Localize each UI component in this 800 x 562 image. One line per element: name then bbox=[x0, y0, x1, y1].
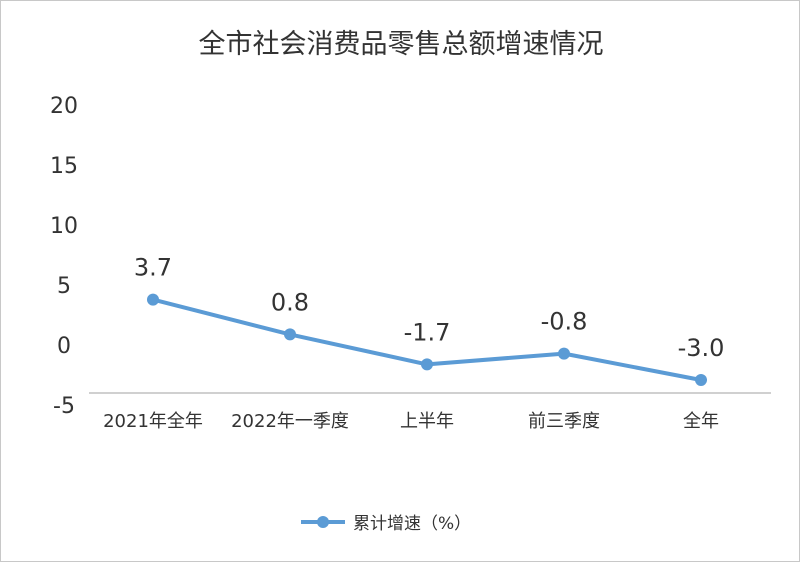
data-point bbox=[558, 347, 570, 360]
x-tick-label: 上半年 bbox=[400, 411, 454, 432]
y-tick-label: 0 bbox=[57, 334, 71, 359]
data-label: 0.8 bbox=[271, 288, 309, 316]
series-line: 3.7 0.8 -1.7 -0.8 -3.0 bbox=[134, 254, 725, 386]
y-tick-label: 10 bbox=[50, 214, 78, 239]
data-label: -1.7 bbox=[404, 318, 451, 346]
data-point bbox=[695, 374, 707, 386]
y-tick-label: -5 bbox=[53, 394, 75, 419]
x-axis: 2021年全年 2022年一季度 上半年 前三季度 全年 bbox=[89, 392, 771, 432]
y-tick-label: 20 bbox=[50, 94, 78, 119]
data-point bbox=[284, 328, 296, 341]
x-tick-label: 2021年全年 bbox=[103, 411, 203, 432]
legend: 累计增速（%） bbox=[301, 514, 471, 534]
y-tick-label: 15 bbox=[50, 154, 78, 179]
data-point bbox=[147, 293, 159, 306]
data-point bbox=[421, 358, 433, 371]
x-tick-label: 2022年一季度 bbox=[231, 411, 349, 432]
data-label: -0.8 bbox=[541, 308, 588, 336]
x-tick-label: 前三季度 bbox=[528, 411, 600, 432]
chart-title: 全市社会消费品零售总额增速情况 bbox=[199, 29, 604, 60]
data-label: -3.0 bbox=[678, 334, 725, 362]
legend-marker-icon bbox=[317, 516, 329, 528]
x-tick-label: 全年 bbox=[683, 411, 719, 432]
y-tick-label: 5 bbox=[57, 274, 71, 299]
data-label: 3.7 bbox=[134, 254, 172, 282]
y-axis: 20 15 10 5 0 -5 bbox=[50, 94, 78, 419]
legend-label: 累计增速（%） bbox=[353, 514, 471, 534]
